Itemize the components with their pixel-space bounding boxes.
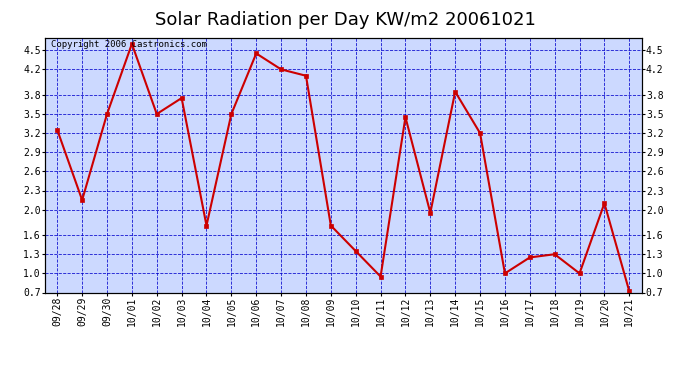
Text: Solar Radiation per Day KW/m2 20061021: Solar Radiation per Day KW/m2 20061021: [155, 11, 535, 29]
Text: Copyright 2006 Castronics.com: Copyright 2006 Castronics.com: [51, 40, 207, 49]
